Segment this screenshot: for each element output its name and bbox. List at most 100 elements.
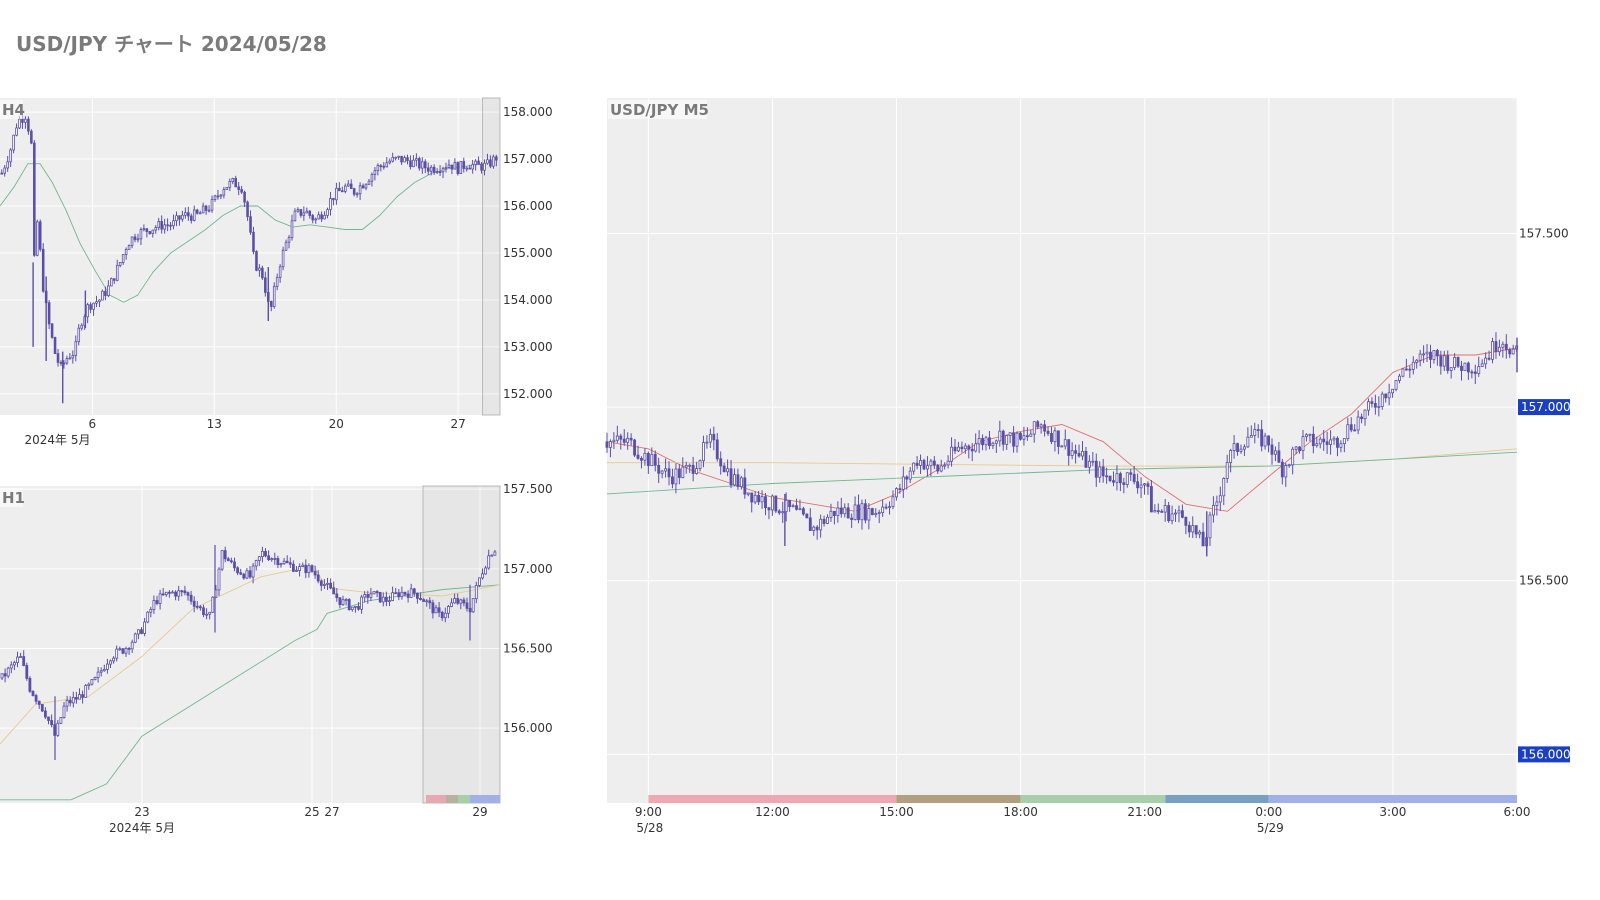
candle-body xyxy=(381,596,385,603)
candle-body xyxy=(1332,437,1336,441)
candle-body xyxy=(819,518,823,531)
x-tick-label: 18:00 xyxy=(1003,805,1038,819)
candle-body xyxy=(202,607,205,615)
y-tick-label: 153.000 xyxy=(503,340,553,354)
candle-body xyxy=(1149,486,1153,513)
candle-body xyxy=(1391,388,1395,394)
candle-body xyxy=(905,476,909,480)
candle-body xyxy=(777,510,781,514)
candle-body xyxy=(435,171,439,174)
candle-body xyxy=(397,592,401,598)
candle-body xyxy=(432,166,436,173)
candle-body xyxy=(465,167,469,170)
candle-body xyxy=(1125,472,1129,485)
candle-body xyxy=(877,512,881,514)
panel-label-bg xyxy=(0,488,23,507)
candle-body xyxy=(1256,429,1260,431)
candle-body xyxy=(1122,482,1126,485)
candle-body xyxy=(419,597,422,600)
candle-body xyxy=(109,660,112,665)
candle-body xyxy=(1360,416,1364,420)
candle-body xyxy=(406,157,409,162)
candle-body xyxy=(836,507,840,516)
candle-body xyxy=(1363,409,1367,420)
candle-body xyxy=(1084,450,1088,468)
x-tick-label: 27 xyxy=(451,417,466,431)
candle-body xyxy=(251,565,255,578)
candle-body xyxy=(290,220,294,238)
candle-body xyxy=(124,647,128,654)
candle-body xyxy=(332,587,336,595)
x-tick-label: 6 xyxy=(89,417,97,431)
candle-body xyxy=(322,583,326,586)
candle-body xyxy=(428,600,432,604)
candle-body xyxy=(163,224,166,230)
candle-body xyxy=(970,448,974,452)
candle-body xyxy=(919,460,922,466)
candle-body xyxy=(282,560,286,565)
candle-body xyxy=(425,600,429,603)
candle-body xyxy=(1422,353,1426,356)
candle-body xyxy=(275,276,279,287)
candle-body xyxy=(93,677,97,681)
plot-area xyxy=(0,486,500,803)
candle-body xyxy=(355,193,359,196)
candle-body xyxy=(329,582,333,589)
candle-body xyxy=(483,162,486,171)
candle-body xyxy=(1322,438,1326,443)
candle-body xyxy=(136,629,140,635)
candle-body xyxy=(400,155,403,163)
candle-body xyxy=(1491,341,1494,360)
candle-body xyxy=(443,612,447,619)
candle-body xyxy=(161,593,165,596)
candles xyxy=(0,112,498,404)
candle-body xyxy=(121,648,125,654)
candle-body xyxy=(133,236,137,240)
candle-body xyxy=(151,229,155,234)
candle-body xyxy=(287,237,291,243)
panel-label: USD/JPY M5 xyxy=(610,101,709,119)
candle-body xyxy=(415,592,419,599)
candle-body xyxy=(1425,351,1429,355)
candle-body xyxy=(760,496,764,503)
candle-body xyxy=(19,656,23,658)
candle-body xyxy=(815,526,819,531)
candle-body xyxy=(1091,460,1095,463)
candle-body xyxy=(329,197,332,211)
candle-body xyxy=(437,607,441,613)
session-bar-segment xyxy=(1020,795,1166,803)
candle-body xyxy=(1053,430,1057,443)
candle-body xyxy=(166,224,169,227)
candle-body xyxy=(605,441,609,448)
session-bar-segment xyxy=(1165,795,1269,803)
candle-body xyxy=(619,435,623,440)
candle-body xyxy=(629,437,633,441)
candle-body xyxy=(349,183,353,189)
candle-body xyxy=(6,667,10,677)
candle-body xyxy=(358,185,362,195)
candle-body xyxy=(922,460,926,470)
candle-body xyxy=(705,441,709,444)
candle-body xyxy=(1415,359,1419,363)
candle-body xyxy=(440,611,444,619)
candle-body xyxy=(477,577,481,586)
candle-body xyxy=(860,503,864,521)
candle-body xyxy=(98,299,101,303)
candle-body xyxy=(326,209,329,216)
candle-body xyxy=(1025,435,1029,438)
candle-body xyxy=(434,607,438,614)
candle-body xyxy=(71,355,75,359)
x-tick-label: 6:00 xyxy=(1504,805,1531,819)
candle-body xyxy=(912,462,916,472)
session-bar-segment xyxy=(470,795,500,803)
candle-body xyxy=(612,439,616,442)
candle-body xyxy=(350,606,354,611)
candle-body xyxy=(234,178,238,188)
candle-body xyxy=(298,566,302,571)
candle-body xyxy=(1043,424,1047,432)
candle-body xyxy=(1473,371,1477,374)
chart-panel-usd-jpy-m5: 157.500 157.000 156.500 156.000 9:00 12:00 15:… xyxy=(605,98,1571,835)
candle-body xyxy=(207,209,211,212)
candle-body xyxy=(609,441,612,448)
candle-body xyxy=(1318,438,1322,445)
